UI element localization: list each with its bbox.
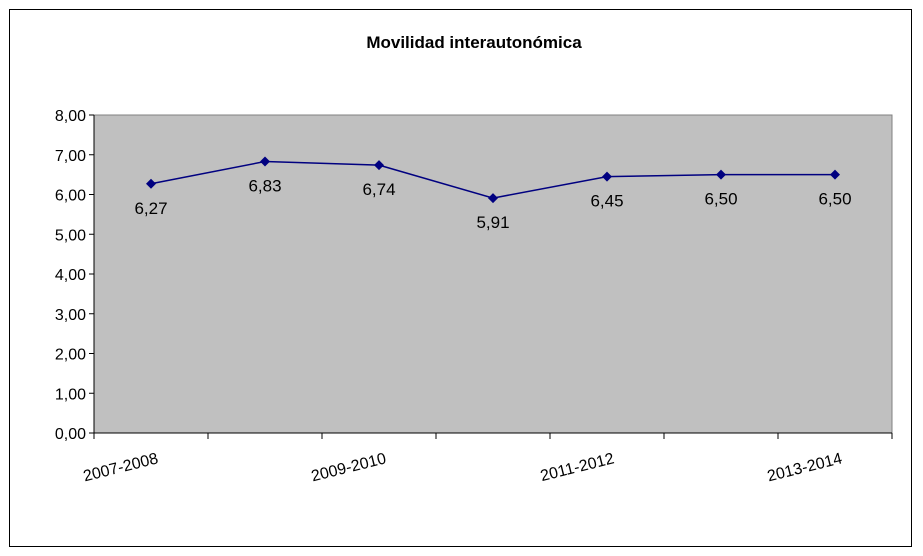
data-label: 6,45	[590, 192, 623, 211]
data-labels: 6,27 6,83 6,74 5,91 6,45 6,50 6,50	[134, 177, 851, 233]
data-label: 6,74	[362, 180, 395, 199]
y-tick-label: 3,00	[55, 307, 86, 324]
axes	[89, 114, 893, 439]
plot-area	[93, 114, 893, 434]
chart-title: Movilidad interautonómica	[366, 33, 582, 52]
y-tick-label: 0,00	[55, 426, 86, 443]
data-point	[146, 178, 156, 189]
data-point	[260, 156, 270, 167]
x-tick-label: 2009-2010	[310, 450, 388, 485]
chart-svg: Movilidad interautonómica 0,00 1,00 2,00 3,…	[55, 33, 893, 485]
data-label: 5,91	[476, 213, 509, 232]
data-label: 6,50	[818, 190, 851, 209]
data-label: 6,27	[134, 199, 167, 218]
data-point	[374, 160, 384, 171]
x-tick-label: 2011-2012	[539, 450, 616, 485]
x-tick-label: 2013-2014	[766, 450, 844, 485]
data-point	[716, 169, 726, 180]
y-tick-label: 7,00	[55, 148, 86, 165]
y-tick-label: 1,00	[55, 386, 86, 403]
y-tick-label: 8,00	[55, 108, 86, 125]
y-tick-label: 5,00	[55, 227, 86, 244]
data-label: 6,83	[248, 177, 281, 196]
x-tick-label: 2007-2008	[82, 450, 160, 485]
data-label: 6,50	[704, 190, 737, 209]
y-tick-label: 6,00	[55, 188, 86, 205]
data-point	[602, 171, 612, 182]
chart-frame: Movilidad interautonómica 0,00 1,00 2,00 3,…	[9, 9, 912, 547]
y-axis-labels: 0,00 1,00 2,00 3,00 4,00 5,00 6,00 7,00 8,00	[55, 108, 86, 443]
y-tick-label: 2,00	[55, 347, 86, 364]
data-point	[488, 193, 498, 204]
data-point	[830, 169, 840, 180]
series-markers	[146, 156, 840, 204]
y-tick-label: 4,00	[55, 267, 86, 284]
x-axis-labels: 2007-2008 2009-2010 2011-2012 2013-2014	[82, 450, 844, 485]
